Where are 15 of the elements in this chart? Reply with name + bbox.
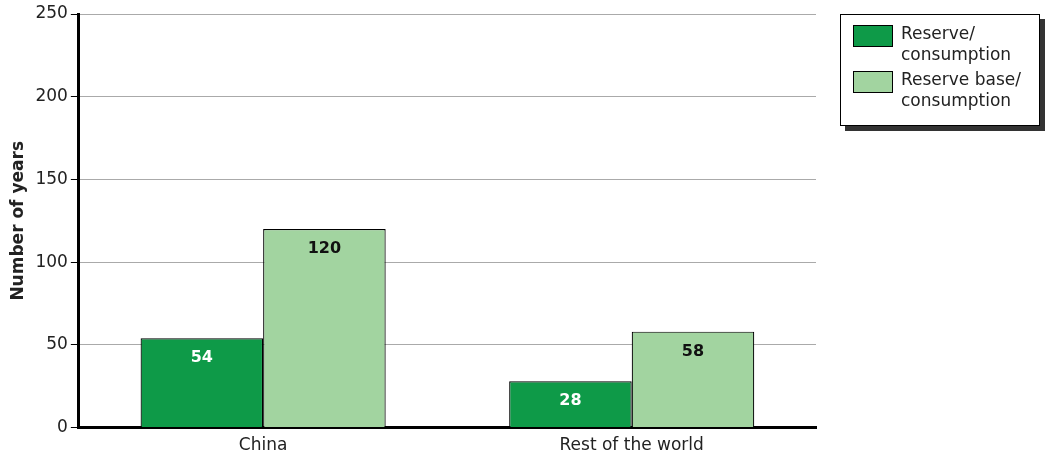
data-label: 120 (307, 238, 342, 258)
y-axis-title: Number of years (6, 140, 27, 301)
data-label: 58 (681, 340, 705, 360)
y-tick-label: 0 (57, 416, 68, 437)
y-tick-label: 50 (46, 333, 68, 354)
legend-label: Reserve base/ consumption (901, 69, 1022, 111)
x-tick-label: Rest of the world (559, 434, 704, 455)
y-tick-label: 100 (35, 250, 68, 271)
data-label: 28 (559, 390, 582, 410)
y-tick-label: 250 (35, 2, 68, 23)
x-tick-label: China (238, 434, 288, 455)
y-tick-label: 150 (35, 167, 68, 188)
y-tick-label: 200 (35, 85, 68, 106)
data-label: 54 (190, 347, 213, 367)
legend-label: Reserve/ consumption (901, 23, 1013, 65)
